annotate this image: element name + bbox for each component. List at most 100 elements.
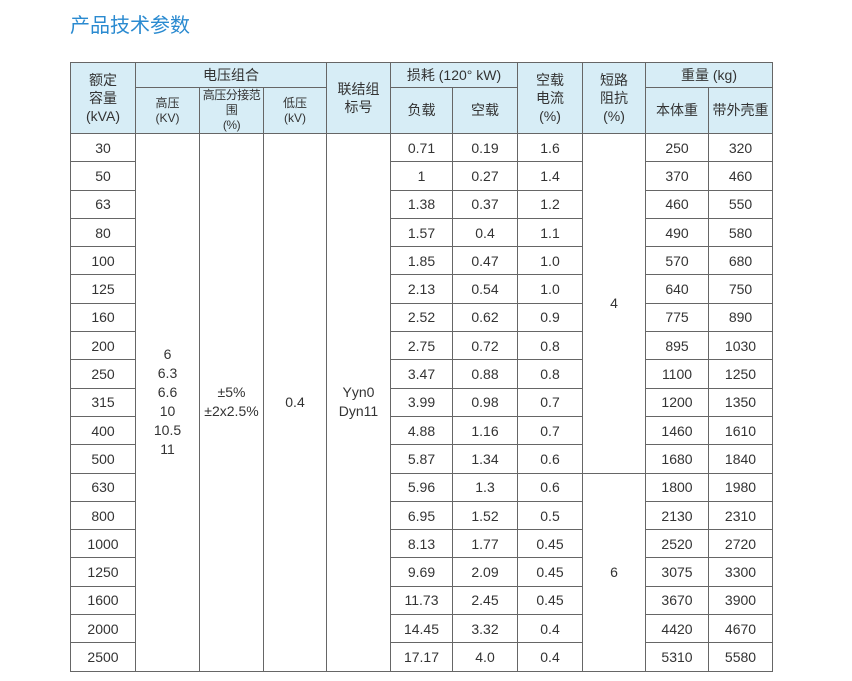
data-cell: 1.6 [517, 132, 583, 163]
data-cell: 1.52 [452, 500, 518, 531]
data-cell: 550 [708, 189, 773, 219]
data-cell: 2.45 [452, 585, 518, 616]
data-cell: 370 [645, 161, 709, 191]
data-cell: 775 [645, 302, 709, 333]
cell-line: 6.3 [157, 365, 178, 382]
header-cell: 电压组合 [135, 62, 327, 88]
header-cell: 额定容量 (kVA) [70, 62, 136, 134]
data-cell: 250 [70, 359, 136, 389]
cell-line: 6 [163, 346, 172, 363]
data-cell: 1.4 [517, 161, 583, 191]
cell-line: Dyn11 [338, 403, 379, 420]
header-cell: 高压 (KV) [135, 87, 200, 134]
cell-line: (kVA) [86, 108, 120, 124]
header-cell: 低压 (kV) [263, 87, 327, 134]
header-cell: 本体重 [645, 87, 709, 134]
data-cell: 0.4 [517, 642, 583, 672]
data-cell: 250 [645, 132, 709, 163]
cell-line: (%) [603, 108, 625, 124]
data-cell: 3670 [645, 585, 709, 616]
cell-line: 电流 [536, 90, 564, 106]
data-cell: 8.13 [390, 529, 453, 559]
data-cell: 0.62 [452, 302, 518, 333]
cell-line: 空载 [536, 72, 564, 88]
data-cell: 0.7 [517, 387, 583, 417]
data-cell: 2500 [70, 642, 136, 672]
data-cell: 1.3 [452, 472, 518, 502]
data-cell: 0.72 [452, 331, 518, 361]
cell-line: 容量 [89, 90, 117, 106]
data-row: 2000 14.45 3.32 0.4 4420 4670 [70, 614, 773, 644]
data-cell: 800 [70, 500, 136, 531]
data-row: 315 3.99 0.98 0.7 1200 1350 [70, 387, 773, 417]
data-cell: 0.45 [517, 585, 583, 616]
data-cell: 4420 [645, 614, 709, 644]
data-cell: 63 [70, 189, 136, 219]
data-cell: 0.19 [452, 132, 518, 163]
data-cell: 890 [708, 302, 773, 333]
data-cell: 1610 [708, 415, 773, 446]
data-row: 30 6 6.3 6.6 10 10.5 11 ±5% ±2x2.5% 0.4 Yyn0 Dyn11 0… [70, 132, 773, 672]
header-row: 额定 容量 (kVA) 电压组合 联结组 标号 损耗 (120° kW) 空载 电流 (%) 短路阻… [70, 62, 773, 134]
cell-line: 额定 [89, 72, 117, 88]
merged-cell: ±5% ±2x2.5% [199, 133, 264, 672]
data-row: 200 2.75 0.72 0.8 895 1030 [70, 331, 773, 361]
data-cell: 30 [70, 132, 136, 163]
header-cell: 重量 (kg) [645, 62, 773, 88]
data-cell: 2720 [708, 529, 773, 559]
data-cell: 11.73 [390, 585, 453, 616]
data-cell: 1.1 [517, 217, 583, 248]
data-cell: 1.0 [517, 274, 583, 304]
merged-cell: Yyn0 Dyn11 [326, 133, 391, 672]
data-row: 1250 9.69 2.09 0.45 3075 3300 [70, 557, 773, 587]
data-cell: 1840 [708, 444, 773, 474]
merged-cell: 6 [582, 472, 646, 672]
data-cell: 14.45 [390, 614, 453, 644]
data-cell: 0.54 [452, 274, 518, 304]
table-head: 额定 容量 (kVA) 电压组合 联结组 标号 损耗 (120° kW) 空载 电流 (%) 短路阻… [70, 62, 773, 134]
merged-cell: 6 6.3 6.6 10 10.5 11 [135, 133, 200, 672]
data-cell: 1000 [70, 529, 136, 559]
data-cell: 0.47 [452, 246, 518, 276]
data-cell: 3.99 [390, 387, 453, 417]
data-cell: 0.45 [517, 557, 583, 587]
spec-table: 额定 容量 (kVA) 电压组合 联结组 标号 损耗 (120° kW) 空载 电流 (%) 短路阻… [70, 62, 773, 672]
data-cell: 1.16 [452, 415, 518, 446]
data-row: 50 1 0.27 1.4 370 460 [70, 161, 773, 191]
data-cell: 5310 [645, 642, 709, 672]
cell-line: 11 [160, 441, 175, 458]
data-row: 250 3.47 0.88 0.8 1100 1250 [70, 359, 773, 389]
data-cell: 580 [708, 217, 773, 248]
data-cell: 400 [70, 415, 136, 446]
header-cell: 短路 阻抗 (%) [582, 62, 646, 134]
data-cell: 895 [645, 331, 709, 361]
data-cell: 3.32 [452, 614, 518, 644]
data-cell: 500 [70, 444, 136, 474]
cell-line: (KV) [155, 110, 180, 125]
data-cell: 3075 [645, 557, 709, 587]
data-row: 2500 17.17 4.0 0.4 5310 5580 [70, 642, 773, 672]
data-cell: 125 [70, 274, 136, 304]
data-cell: 50 [70, 161, 136, 191]
data-cell: 1200 [645, 387, 709, 417]
cell-line: (kV) [284, 110, 306, 125]
header-cell: 高压分接范围 (%) [199, 87, 264, 134]
header-cell: 损耗 (120° kW) [390, 62, 518, 88]
data-cell: 3300 [708, 557, 773, 587]
data-cell: 9.69 [390, 557, 453, 587]
data-cell: 2000 [70, 614, 136, 644]
cell-line: (%) [539, 108, 561, 124]
data-cell: 0.6 [517, 444, 583, 474]
data-cell: 1 [390, 161, 453, 191]
data-cell: 200 [70, 331, 136, 361]
data-cell: 2.13 [390, 274, 453, 304]
data-cell: 80 [70, 217, 136, 248]
data-cell: 2130 [645, 500, 709, 531]
cell-line: 联结组 [337, 81, 380, 97]
data-cell: 1.0 [517, 246, 583, 276]
data-cell: 0.7 [517, 415, 583, 446]
data-cell: 0.4 [452, 217, 518, 248]
data-row: 800 6.95 1.52 0.5 2130 2310 [70, 500, 773, 531]
data-cell: 1980 [708, 472, 773, 502]
data-cell: 4.0 [452, 642, 518, 672]
